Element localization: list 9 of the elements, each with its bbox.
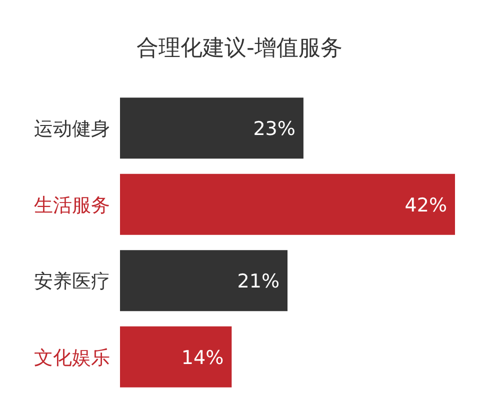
data-label: 23% [253, 118, 296, 140]
data-label: 42% [404, 194, 447, 216]
data-label: 14% [181, 346, 224, 369]
y-tick-label: 文化娱乐 [34, 346, 110, 369]
y-tick-label: 运动健身 [34, 118, 110, 140]
y-tick-label: 安养医疗 [34, 270, 110, 293]
y-tick-label: 生活服务 [34, 194, 110, 216]
chart-title: 合理化建议-增值服务 [136, 36, 342, 61]
data-label: 21% [237, 270, 280, 293]
